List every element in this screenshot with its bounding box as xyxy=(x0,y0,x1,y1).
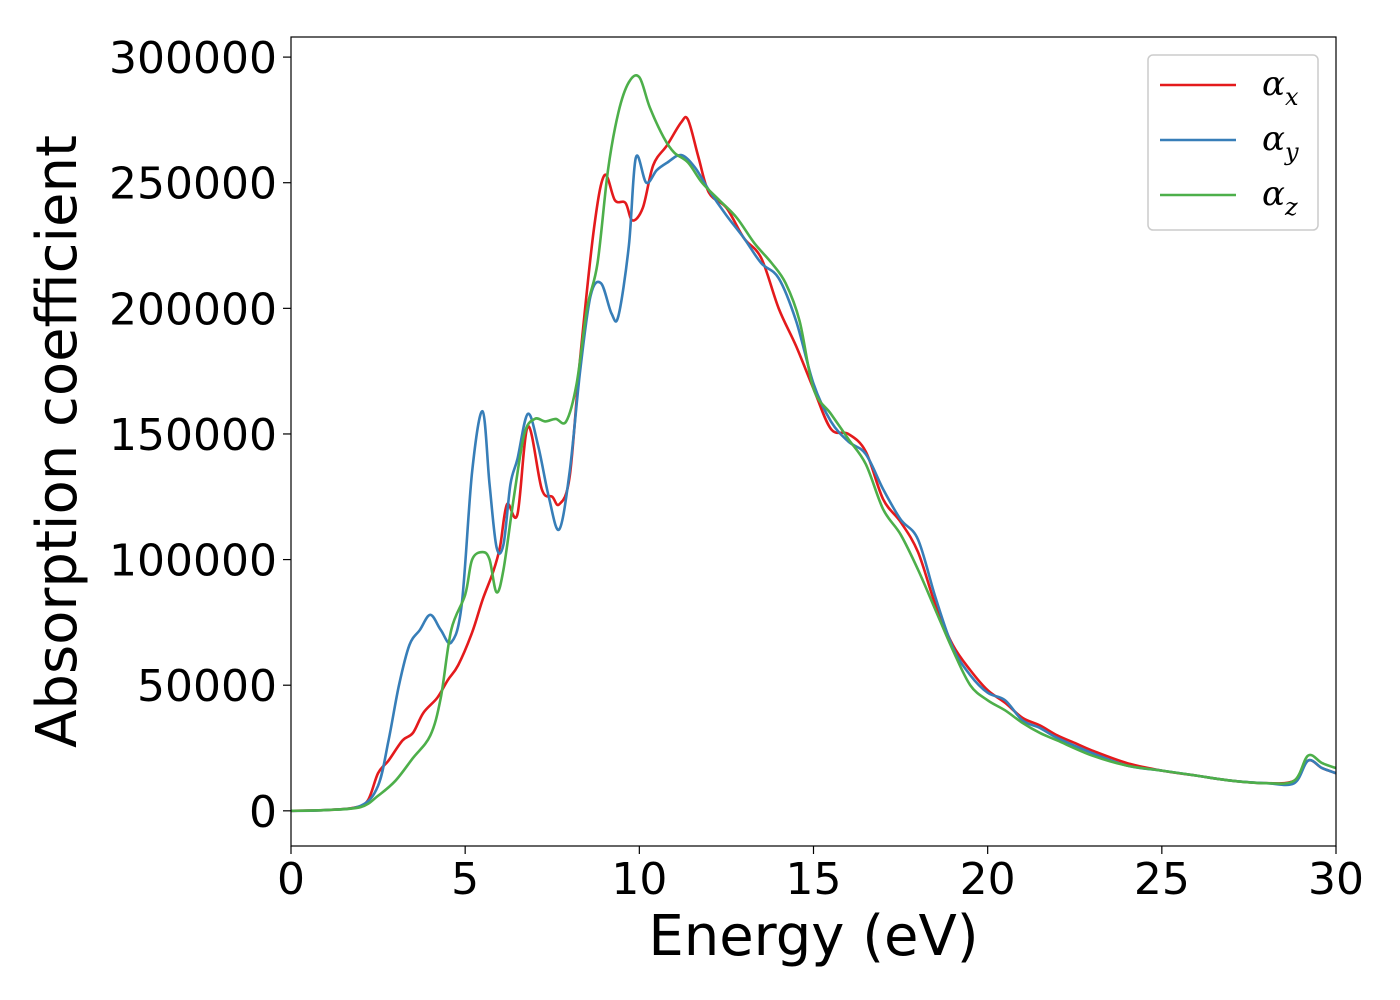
x-tick-label: 25 xyxy=(1134,854,1190,905)
y-tick-label: 50000 xyxy=(137,661,277,712)
series-line-y xyxy=(290,153,1337,813)
legend-box xyxy=(1147,54,1319,231)
x-tick-label: 0 xyxy=(277,854,305,905)
legend-label-main: α xyxy=(1262,64,1285,104)
y-tick-label: 0 xyxy=(249,787,277,838)
y-axis-label: Absorption coefficient xyxy=(25,135,90,748)
legend-label-x: αx xyxy=(1262,64,1299,111)
legend-label-sub: z xyxy=(1284,193,1298,221)
legend-label-sub: x xyxy=(1285,83,1299,111)
x-tick-label: 20 xyxy=(960,854,1016,905)
y-tick-label: 250000 xyxy=(109,159,277,210)
x-tick-label: 30 xyxy=(1308,854,1364,905)
legend-label-z: αz xyxy=(1262,174,1298,221)
y-tick-label: 300000 xyxy=(109,33,277,84)
ticks-layer: 0 5 10 15 20 25 30 0 50000 100000 150000 200000 2500… xyxy=(109,33,1364,905)
series-line-z xyxy=(290,74,1337,813)
series-layer xyxy=(290,74,1337,813)
x-tick-label: 5 xyxy=(451,854,479,905)
x-tick-label: 15 xyxy=(786,854,842,905)
x-axis-label: Energy (eV) xyxy=(648,904,978,969)
y-tick-label: 150000 xyxy=(109,410,277,461)
legend-label-main: α xyxy=(1262,119,1285,159)
series-line-x xyxy=(290,115,1337,813)
legend-label-y: αy xyxy=(1262,119,1299,166)
legend-label-sub: y xyxy=(1284,138,1299,166)
legend-label-main: α xyxy=(1262,174,1285,214)
x-tick-label: 10 xyxy=(611,854,667,905)
y-tick-label: 200000 xyxy=(109,284,277,335)
y-tick-label: 100000 xyxy=(109,536,277,587)
